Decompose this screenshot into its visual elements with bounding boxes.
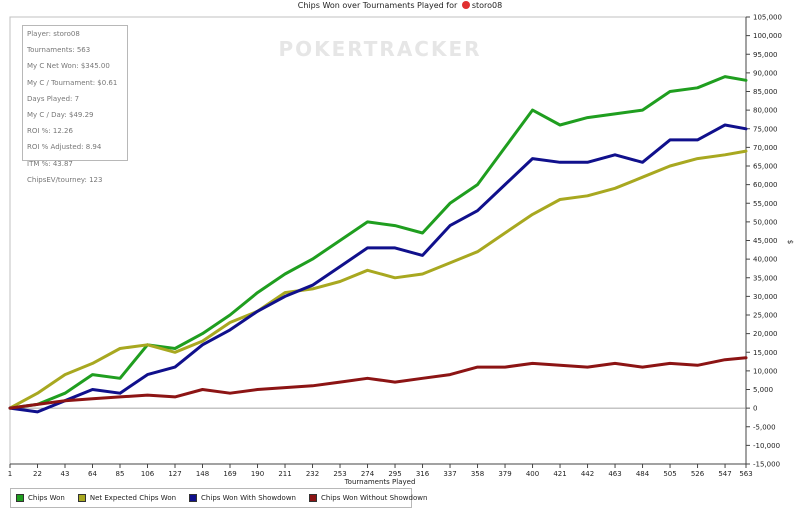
x-tick-label: 484 (636, 470, 650, 478)
legend-item: Chips Won (16, 494, 65, 502)
x-tick-label: 563 (739, 470, 752, 478)
series-line-2 (8, 149, 748, 410)
x-tick-label: 358 (471, 470, 484, 478)
chart-title-player: storo08 (471, 1, 503, 10)
y-tick-label: 75,000 (753, 125, 778, 133)
legend-label: Chips Won (28, 494, 65, 502)
stats-row: My C Net Won: $345.00 (27, 62, 110, 71)
stats-row: My C / Day: $49.29 (27, 111, 94, 120)
x-tick-label: 43 (61, 470, 70, 478)
y-tick-label: 100,000 (753, 32, 782, 40)
y-tick-label: -5,000 (753, 423, 776, 431)
pokerstars-logo-icon (461, 1, 470, 9)
y-tick-label: 55,000 (753, 200, 778, 208)
y-tick-label: -15,000 (753, 461, 780, 469)
x-tick-label: 337 (443, 470, 456, 478)
x-tick-label: 295 (388, 470, 401, 478)
x-tick-label: 211 (278, 470, 291, 478)
y-tick-label: 105,000 (753, 14, 782, 22)
y-axis-label: $ (786, 240, 794, 244)
chart-title: Chips Won over Tournaments Played for st… (0, 1, 800, 10)
series-line-1 (8, 75, 748, 410)
legend-swatch (308, 494, 317, 502)
x-tick-label: 148 (196, 470, 209, 478)
stats-row: ITM %: 43.87 (27, 159, 73, 168)
x-tick-label: 127 (168, 470, 181, 478)
x-tick-label: 505 (663, 470, 676, 478)
y-tick-label: 15,000 (753, 349, 778, 357)
y-tick-label: 30,000 (753, 293, 778, 301)
x-tick-label: 85 (116, 470, 125, 478)
y-tick-label: 0 (753, 405, 757, 413)
y-tick-label: 35,000 (753, 274, 778, 282)
x-tick-label: 421 (553, 470, 566, 478)
y-tick-label: 90,000 (753, 69, 778, 77)
legend-label: Net Expected Chips Won (89, 494, 177, 502)
legend: Chips Won Net Expected Chips Won Chips Won… (10, 488, 427, 508)
x-tick-label: 169 (223, 470, 236, 478)
x-tick-label: 442 (581, 470, 594, 478)
x-tick-label: 400 (526, 470, 539, 478)
stats-row: ROI % Adjusted: 8.94 (27, 143, 102, 152)
x-tick-label: 232 (306, 470, 319, 478)
x-tick-label: 379 (498, 470, 511, 478)
y-tick-label: -10,000 (753, 442, 780, 450)
y-tick-label: 50,000 (753, 218, 778, 226)
chart-title-text: Chips Won over Tournaments Played for (297, 1, 458, 10)
stats-row: Player: storo08 (27, 30, 80, 38)
y-tick-label: 70,000 (753, 144, 778, 152)
y-tick-label: 85,000 (753, 88, 778, 96)
series-layer (8, 75, 748, 414)
x-tick-label: 463 (608, 470, 621, 478)
y-tick-label: 40,000 (753, 256, 778, 264)
x-tick-label: 526 (691, 470, 705, 478)
x-tick-label: 274 (361, 470, 375, 478)
x-tick-label: 547 (718, 470, 731, 478)
stats-row: Days Played: 7 (27, 94, 80, 103)
stats-box: Player: storo08 Tournaments: 563 My C Net … (22, 25, 128, 184)
legend-item: Chips Won Without Showdown (308, 494, 428, 502)
y-tick-label: 65,000 (753, 163, 778, 171)
y-tick-label: 25,000 (753, 312, 778, 320)
legend-swatch (189, 494, 198, 502)
x-tick-label: 64 (88, 470, 97, 478)
stats-row: My C / Tournament: $0.61 (27, 78, 118, 87)
x-axis-label: Tournaments Played (344, 478, 416, 486)
x-tick-label: 190 (251, 470, 264, 478)
series-line-3 (8, 123, 748, 414)
y-tick-label: 20,000 (753, 330, 778, 338)
stats-row: Tournaments: 563 (27, 46, 91, 55)
x-tick-label: 253 (333, 470, 346, 478)
y-tick-label: 95,000 (753, 51, 778, 59)
legend-swatch (16, 494, 24, 502)
x-tick-label: 1 (8, 470, 12, 478)
axes: -15,000 -10,000 -5,000 0 5,000 10,000 15,000 20… (8, 14, 782, 479)
y-tick-label: 60,000 (753, 181, 778, 189)
y-tick-label: 45,000 (753, 237, 778, 245)
watermark: POKERTRACKER (278, 37, 481, 61)
y-tick-label: 5,000 (753, 386, 773, 394)
x-tick-label: 316 (416, 470, 430, 478)
x-tick-label: 22 (33, 470, 42, 478)
y-tick-label: 80,000 (753, 107, 778, 115)
stats-row: ROI %: 12.26 (27, 127, 73, 136)
series-line-4 (8, 356, 748, 410)
legend-swatch (77, 494, 86, 502)
legend-label: Chips Won Without Showdown (320, 494, 428, 502)
legend-item: Net Expected Chips Won (77, 494, 177, 502)
y-tick-label: 10,000 (753, 367, 778, 375)
legend-label: Chips Won With Showdown (201, 494, 296, 502)
x-tick-label: 106 (141, 470, 155, 478)
stats-row: ChipsEV/tourney: 123 (27, 175, 103, 184)
legend-item: Chips Won With Showdown (189, 494, 296, 502)
